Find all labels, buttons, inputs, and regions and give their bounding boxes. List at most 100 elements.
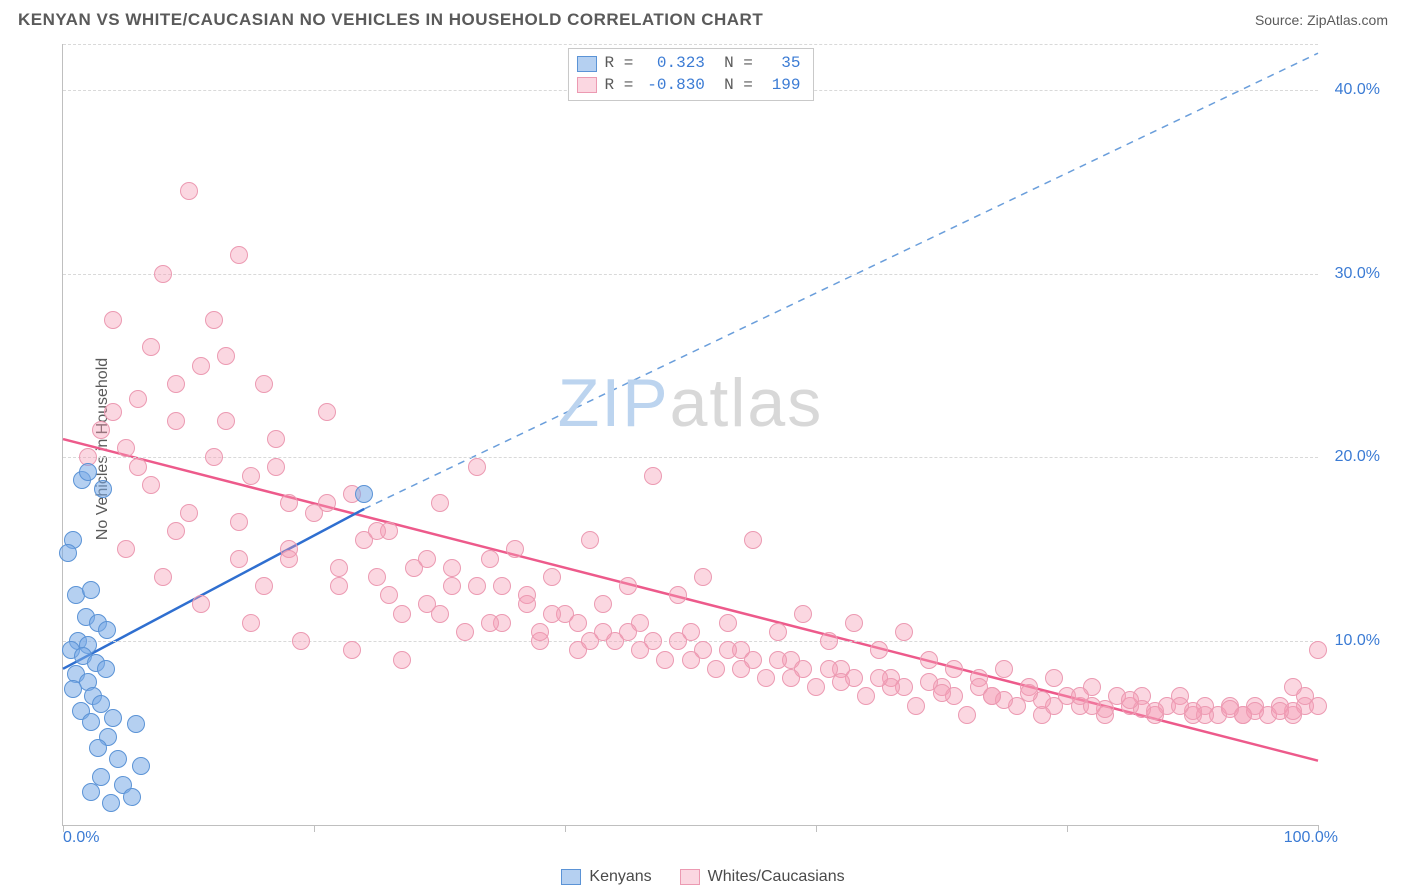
data-point [142,476,160,494]
data-point [506,540,524,558]
stat-row: R = -0.830 N = 199 [576,75,800,97]
data-point [794,605,812,623]
data-point [468,458,486,476]
data-point [132,757,150,775]
data-point [129,390,147,408]
data-point [343,641,361,659]
data-point [769,651,787,669]
data-point [1071,687,1089,705]
legend-label: Kenyans [589,868,651,886]
data-point [920,651,938,669]
data-point [380,586,398,604]
data-point [330,559,348,577]
data-point [543,568,561,586]
data-point [167,375,185,393]
data-point [619,623,637,641]
data-point [619,577,637,595]
data-point [1284,678,1302,696]
data-point [418,550,436,568]
x-tick [816,825,817,832]
data-point [431,494,449,512]
data-point [104,403,122,421]
gridline [63,457,1318,458]
data-point [102,794,120,812]
data-point [230,513,248,531]
data-point [945,660,963,678]
data-point [719,641,737,659]
data-point [129,458,147,476]
data-point [355,485,373,503]
data-point [255,375,273,393]
data-point [807,678,825,696]
gridline [63,44,1318,45]
data-point [192,595,210,613]
data-point [292,632,310,650]
data-point [456,623,474,641]
data-point [782,669,800,687]
data-point [870,641,888,659]
data-point [732,660,750,678]
data-point [318,494,336,512]
data-point [895,623,913,641]
series-legend: Kenyans Whites/Caucasians [0,868,1406,886]
data-point [832,673,850,691]
data-point [127,715,145,733]
data-point [142,338,160,356]
data-point [64,680,82,698]
legend-swatch [680,869,700,885]
data-point [205,448,223,466]
data-point [280,494,298,512]
data-point [631,641,649,659]
data-point [431,605,449,623]
data-point [280,550,298,568]
data-point [1121,691,1139,709]
data-point [82,713,100,731]
data-point [180,182,198,200]
y-tick-label: 40.0% [1335,81,1380,99]
x-tick [314,825,315,832]
data-point [669,632,687,650]
x-tick-label: 100.0% [1284,829,1338,847]
data-point [757,669,775,687]
data-point [694,568,712,586]
data-point [656,651,674,669]
data-point [443,559,461,577]
data-point [82,581,100,599]
data-point [89,739,107,757]
data-point [920,673,938,691]
data-point [907,697,925,715]
data-point [117,439,135,457]
data-point [117,540,135,558]
data-point [820,660,838,678]
x-tick [565,825,566,832]
data-point [543,605,561,623]
legend-swatch [561,869,581,885]
data-point [123,788,141,806]
data-point [217,347,235,365]
chart-header: KENYAN VS WHITE/CAUCASIAN NO VEHICLES IN… [0,0,1406,36]
legend-item: Whites/Caucasians [680,868,845,886]
data-point [682,651,700,669]
data-point [267,430,285,448]
data-point [267,458,285,476]
data-point [769,623,787,641]
data-point [98,621,116,639]
data-point [820,632,838,650]
data-point [255,577,273,595]
data-point [1221,700,1239,718]
legend-label: Whites/Caucasians [708,868,845,886]
x-tick-label: 0.0% [63,829,99,847]
x-tick [1067,825,1068,832]
data-point [104,311,122,329]
data-point [82,783,100,801]
data-point [230,550,248,568]
data-point [531,623,549,641]
data-point [1271,702,1289,720]
data-point [154,265,172,283]
data-point [493,577,511,595]
y-tick-label: 20.0% [1335,448,1380,466]
data-point [1020,684,1038,702]
data-point [59,544,77,562]
data-point [167,522,185,540]
data-point [368,522,386,540]
